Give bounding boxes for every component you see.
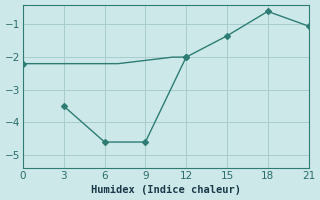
X-axis label: Humidex (Indice chaleur): Humidex (Indice chaleur) [91,185,241,195]
